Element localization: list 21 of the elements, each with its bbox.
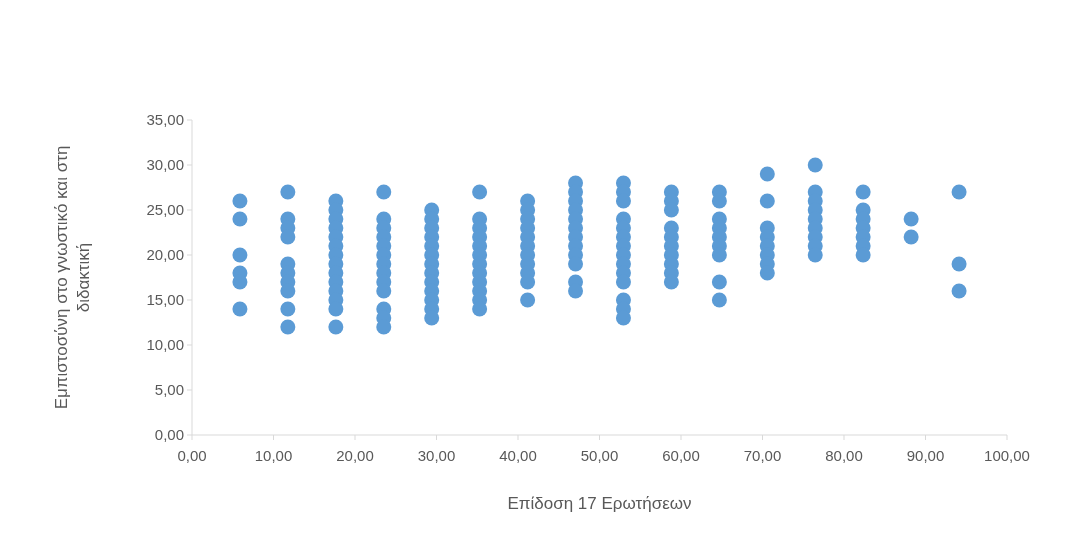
y-tick-label: 35,00 [146,111,184,129]
x-axis-title: Επίδοση 17 Ερωτήσεων [507,494,692,513]
x-tick-label: 70,00 [743,447,782,464]
y-tick-label: 15,00 [146,291,184,309]
y-tick-label: 30,00 [146,156,184,174]
x-tick-label: 10,00 [254,447,293,464]
x-tick-label: 80,00 [825,447,863,464]
x-tick-label: 50,00 [580,447,619,464]
y-tick-label: 20,00 [146,246,184,264]
y-tick-label: 25,00 [146,201,184,219]
y-tick-label: 10,00 [146,336,184,354]
y-tick-label: 0,00 [154,426,184,444]
y-axis-title: Εμπιστοσύνη στο γνωστικό και στη διδακτική [52,145,93,410]
x-tick-label: 20,00 [336,447,374,464]
x-tick-label: 30,00 [417,447,456,464]
x-tick-label: 90,00 [906,447,945,464]
x-tick-label: 100,00 [984,447,1030,464]
y-tick-label: 5,00 [154,381,184,399]
x-tick-label: 60,00 [662,447,700,464]
x-tick-label: 0,00 [177,447,207,464]
x-tick-label: 40,00 [499,447,537,464]
